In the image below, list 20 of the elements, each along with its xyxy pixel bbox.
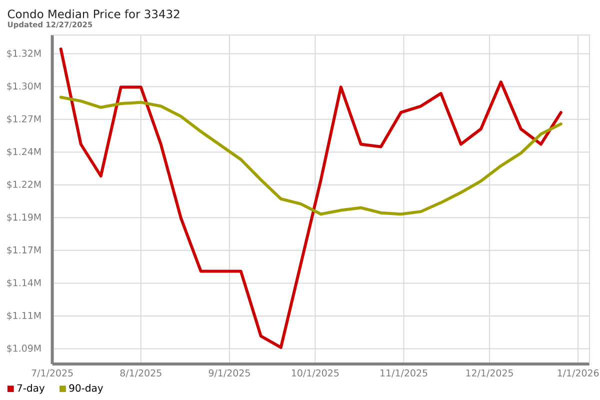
- x-tick-label: 10/1/2025: [292, 369, 339, 378]
- y-tick-label: $1.22M: [7, 180, 41, 190]
- legend-label: 90-day: [69, 384, 104, 394]
- legend-label: 7-day: [17, 384, 45, 394]
- x-tick-label: 12/1/2025: [466, 369, 513, 378]
- x-tick-label: 9/1/2025: [208, 369, 250, 378]
- y-tick-label: $1.24M: [7, 148, 41, 156]
- x-tick-label: 11/1/2025: [380, 369, 428, 378]
- x-tick-label: 1/1/2026: [558, 369, 599, 378]
- y-tick-label: $1.19M: [7, 213, 41, 222]
- y-tick-label: $1.09M: [7, 344, 41, 354]
- y-tick-label: $1.17M: [7, 246, 41, 255]
- y-tick-label: $1.30M: [7, 82, 41, 91]
- y-tick-label: $1.32M: [7, 50, 41, 58]
- y-tick-label: $1.27M: [7, 115, 41, 124]
- y-tick-label: $1.14M: [7, 278, 41, 288]
- x-tick-label: 8/1/2025: [120, 369, 162, 378]
- x-tick-label: 7/1/2025: [32, 369, 73, 378]
- y-tick-label: $1.11M: [7, 312, 41, 320]
- chart-title: Condo Median Price for 33432: [8, 9, 180, 18]
